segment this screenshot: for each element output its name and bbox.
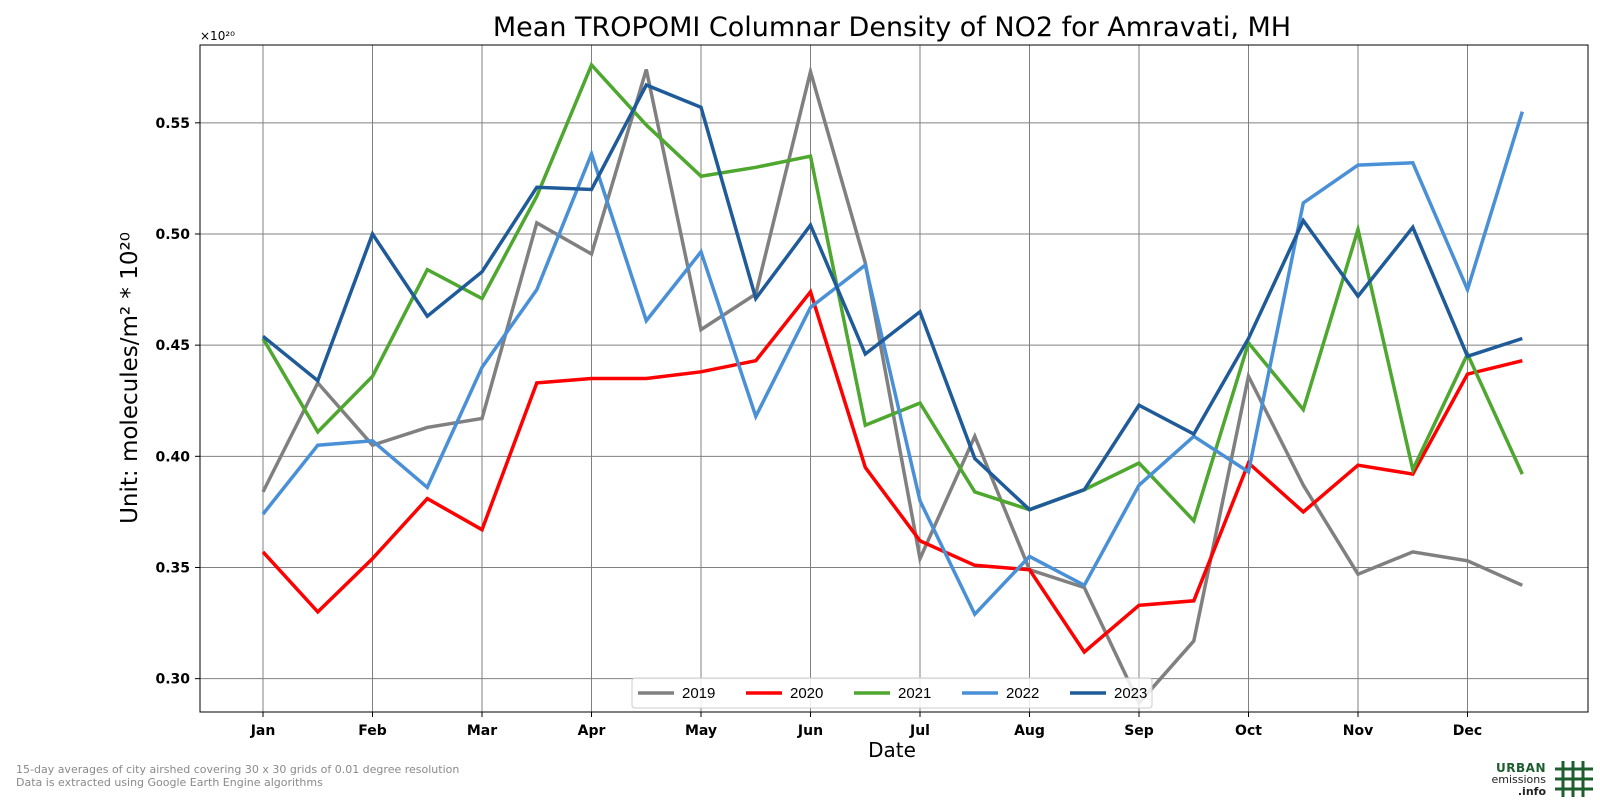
y-tick-label: 0.30	[155, 672, 190, 688]
logo-line-1: URBAN	[1496, 761, 1546, 775]
legend: 2019 2020 2021 2022 2023	[631, 677, 1153, 709]
series-line-2023	[261, 82, 1523, 512]
x-tick-label: Apr	[578, 723, 606, 739]
x-axis-ticks: Jan Feb Mar Apr May Jun Jul Aug Sep Oct Nov Dec	[250, 712, 1482, 739]
legend-box	[631, 677, 1153, 709]
x-tick-label: Mar	[467, 723, 497, 739]
x-tick-label: Jun	[797, 723, 823, 739]
plot-frame	[199, 44, 1589, 713]
y-tick-label: 0.40	[155, 449, 190, 465]
series-lines	[261, 61, 1524, 707]
y-axis-ticks: 0.30 0.35 0.40 0.45 0.50 0.55	[155, 116, 200, 688]
series-line-2020	[261, 288, 1523, 655]
series-line-2021	[261, 61, 1524, 525]
logo-text: URBAN emissions .info	[1492, 762, 1547, 798]
y-tick-label: 0.35	[155, 560, 190, 576]
x-tick-label: Jul	[909, 723, 930, 739]
legend-label-2022: 2022	[1006, 685, 1039, 702]
footnote: 15-day averages of city airshed covering…	[16, 763, 459, 789]
chart-title: Mean TROPOMI Columnar Density of NO2 for…	[493, 12, 1291, 43]
series-line-2019	[261, 64, 1524, 707]
logo-line-3: .info	[1517, 785, 1546, 798]
urban-emissions-logo: URBAN emissions .info	[1470, 760, 1594, 798]
y-tick-label: 0.55	[155, 116, 190, 132]
legend-label-2021: 2021	[898, 685, 931, 702]
x-axis-label: Date	[868, 738, 916, 762]
x-tick-label: Oct	[1235, 723, 1262, 739]
x-tick-label: Feb	[358, 723, 387, 739]
grid-lines	[200, 45, 1588, 712]
x-tick-label: Sep	[1124, 723, 1154, 739]
y-tick-label: 0.50	[155, 227, 190, 243]
y-offset-label: ×10²⁰	[200, 29, 235, 43]
logo-line-2: emissions	[1491, 773, 1547, 786]
footnote-line-1: 15-day averages of city airshed covering…	[16, 763, 460, 776]
x-tick-label: Jan	[250, 723, 276, 739]
x-tick-label: Nov	[1343, 723, 1373, 739]
y-tick-label: 0.45	[155, 338, 190, 354]
x-tick-label: Dec	[1453, 723, 1482, 739]
hash-grid-icon	[1555, 761, 1593, 797]
legend-label-2019: 2019	[682, 685, 715, 702]
series-line-2022	[261, 111, 1524, 618]
x-tick-label: May	[685, 723, 717, 739]
y-axis-label: Unit: molecules/m² * 10²⁰	[117, 232, 143, 524]
footnote-line-2: Data is extracted using Google Earth Eng…	[16, 776, 323, 789]
x-tick-label: Aug	[1014, 723, 1045, 739]
legend-label-2023: 2023	[1114, 685, 1147, 702]
legend-label-2020: 2020	[790, 685, 823, 702]
